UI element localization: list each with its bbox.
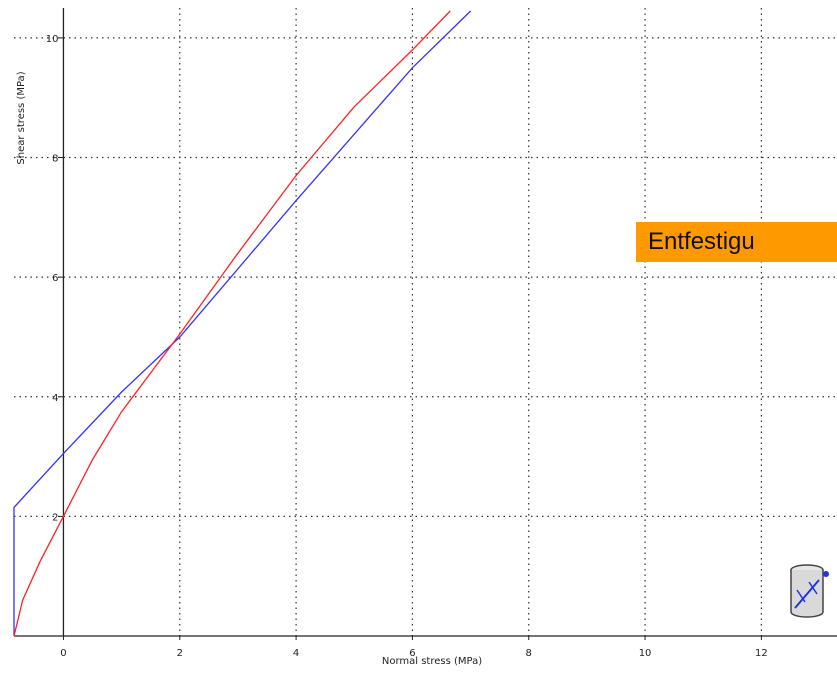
series-line-2: [13, 10, 451, 637]
x-axis-label: Normal stress (MPa): [382, 656, 482, 667]
x-tick-label: 0: [60, 648, 66, 659]
y-axis-label: Shear stress (MPa): [16, 71, 27, 164]
data-series: [13, 10, 472, 637]
y-tick-label: 2: [52, 512, 58, 523]
x-tick-label: 4: [293, 648, 299, 659]
x-tick-label: 6: [409, 648, 415, 659]
triaxial-sample-icon: [790, 564, 829, 618]
y-tick-label: 4: [52, 393, 58, 404]
y-tick-label: 6: [52, 273, 58, 284]
series-line-1: [13, 10, 472, 636]
y-tick-label: 8: [52, 154, 58, 165]
annotation-callout: Entfestigu: [636, 222, 837, 262]
x-tick-label: 12: [755, 648, 768, 659]
axes: [14, 8, 837, 640]
x-tick-label: 10: [639, 648, 652, 659]
x-tick-labels: 0 2 4 6 8 10 12: [60, 648, 768, 659]
grid-lines: [14, 8, 837, 636]
y-tick-label: 10: [46, 34, 59, 45]
x-tick-label: 8: [526, 648, 532, 659]
x-tick-label: 2: [177, 648, 183, 659]
y-tick-labels: 2 4 6 8 10: [46, 34, 59, 523]
